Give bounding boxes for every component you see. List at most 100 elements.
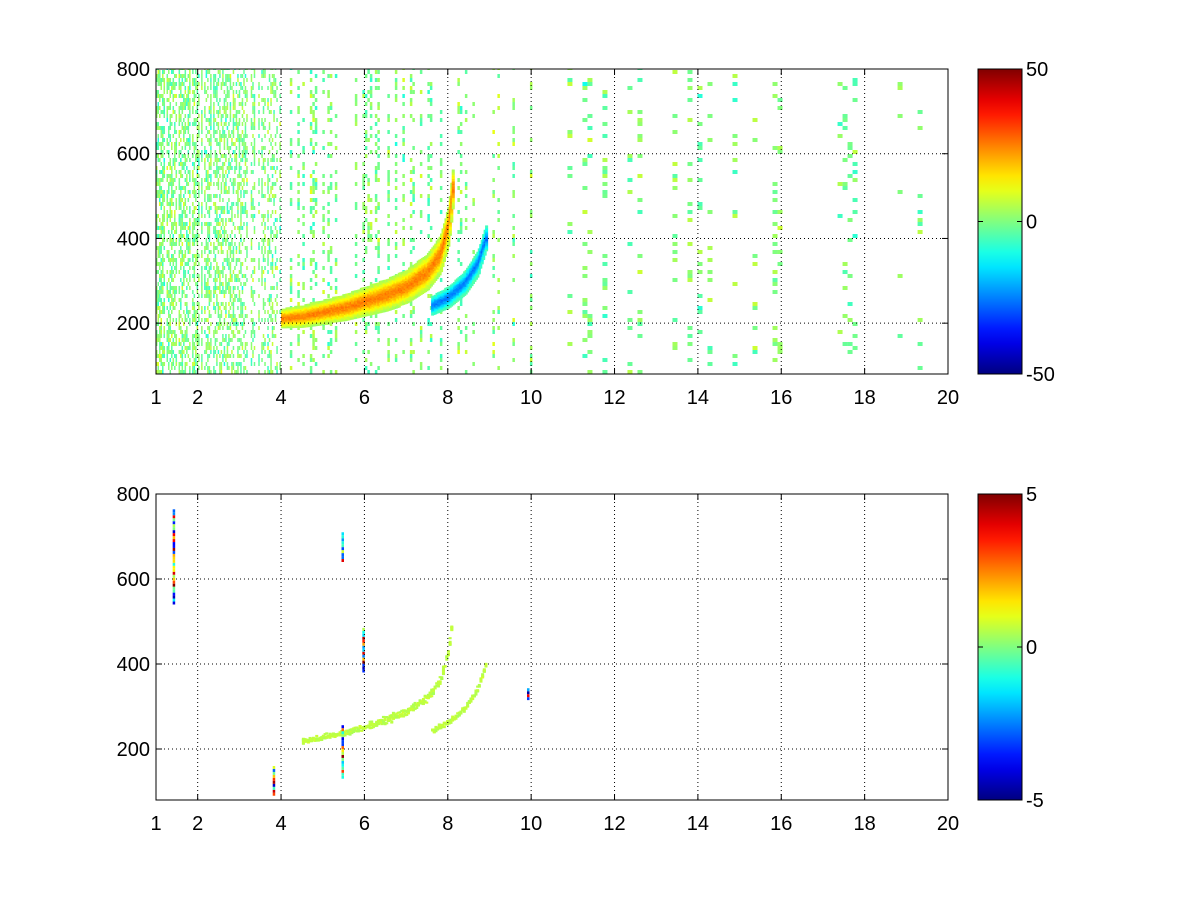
- heatmap-cell: [279, 218, 281, 222]
- heatmap-cell: [529, 174, 533, 178]
- heatmap-cell: [847, 350, 853, 354]
- heatmap-cell: [193, 226, 196, 230]
- heatmap-cell: [240, 202, 242, 206]
- heatmap-cell: [222, 78, 224, 82]
- heatmap-cell: [193, 150, 196, 154]
- heatmap-cell: [250, 310, 253, 314]
- heatmap-cell: [198, 174, 200, 178]
- heatmap-cell: [205, 70, 208, 74]
- heatmap-cell: [672, 178, 678, 182]
- heatmap-cell: [917, 366, 923, 370]
- heatmap-cell: [354, 166, 358, 170]
- heatmap-cell: [192, 366, 194, 370]
- heatmap-cell: [512, 278, 515, 282]
- heatmap-cell: [208, 162, 211, 166]
- heatmap-cell: [464, 118, 468, 122]
- heatmap-cell: [439, 342, 443, 346]
- heatmap-cell: [459, 142, 463, 146]
- heatmap-cell: [210, 206, 212, 210]
- heatmap-cell: [231, 206, 233, 210]
- heatmap-cell: [707, 246, 713, 250]
- heatmap-cell: [246, 234, 248, 238]
- heatmap-cell: [192, 234, 194, 238]
- heatmap-cell: [261, 250, 263, 254]
- heatmap-cell: [189, 90, 191, 94]
- heatmap-cell: [159, 82, 161, 86]
- heatmap-cell: [213, 82, 215, 86]
- heatmap-cell: [187, 314, 190, 318]
- heatmap-cell: [234, 334, 236, 338]
- heatmap-cell: [289, 186, 293, 190]
- heatmap-cell: [457, 78, 460, 82]
- heatmap-cell: [210, 322, 212, 326]
- heatmap-cell: [253, 154, 256, 158]
- heatmap-cell: [354, 162, 358, 166]
- heatmap-cell: [180, 102, 182, 106]
- heatmap-cell: [409, 350, 413, 354]
- heatmap-cell: [229, 254, 232, 258]
- heatmap-cell: [222, 210, 224, 214]
- heatmap-cell: [171, 210, 173, 214]
- heatmap-cell: [267, 298, 269, 302]
- heatmap-cell: [364, 94, 368, 98]
- heatmap-cell: [169, 290, 172, 294]
- heatmap-cell: [369, 86, 373, 90]
- heatmap-cell: [261, 350, 263, 354]
- heatmap-cell: [243, 150, 245, 154]
- heatmap-cell: [707, 114, 713, 118]
- heatmap-cell: [219, 134, 221, 138]
- heatmap-cell: [238, 102, 241, 106]
- heatmap-cell: [220, 242, 223, 246]
- heatmap-cell: [377, 70, 380, 74]
- heatmap-cell: [374, 134, 378, 138]
- heatmap-cell: [322, 290, 325, 294]
- heatmap-cell: [279, 110, 281, 114]
- heatmap-cell: [402, 242, 405, 246]
- heatmap-cell: [244, 74, 247, 78]
- heatmap-cell: [163, 126, 166, 130]
- heatmap-cell: [175, 290, 178, 294]
- heatmap-cell: [270, 230, 272, 234]
- heatmap-cell: [214, 154, 217, 158]
- heatmap-cell: [387, 254, 390, 258]
- heatmap-cell: [213, 354, 215, 358]
- heatmap-cell: [160, 298, 163, 302]
- heatmap-cell: [271, 158, 274, 162]
- heatmap-cell: [238, 338, 241, 342]
- heatmap-cell: [169, 258, 172, 262]
- heatmap-cell: [172, 286, 175, 290]
- heatmap-cell: [279, 230, 281, 234]
- heatmap-cell: [213, 102, 215, 106]
- heatmap-cell: [314, 282, 318, 286]
- heatmap-cell: [220, 122, 223, 126]
- heatmap-cell: [273, 234, 275, 238]
- heatmap-cell: [637, 78, 643, 82]
- heatmap-cell: [217, 310, 220, 314]
- heatmap-cell: [427, 202, 430, 206]
- heatmap-cell: [231, 330, 233, 334]
- heatmap-cell: [223, 186, 226, 190]
- heatmap-cell: [235, 118, 238, 122]
- heatmap-cell: [178, 142, 181, 146]
- heatmap-cell: [193, 78, 196, 82]
- heatmap-cell: [302, 174, 305, 178]
- heatmap-cell: [587, 314, 593, 318]
- heatmap-cell: [276, 346, 278, 350]
- heatmap-cell: [189, 142, 191, 146]
- heatmap-cell: [189, 242, 191, 246]
- heatmap-cell: [208, 182, 211, 186]
- heatmap-cell: [297, 138, 300, 142]
- heatmap-cell: [156, 246, 158, 250]
- heatmap-cell: [174, 150, 176, 154]
- heatmap-cell: [512, 214, 515, 218]
- heatmap-cell: [195, 282, 197, 286]
- heatmap-cell: [166, 334, 169, 338]
- heatmap-cell: [232, 258, 235, 262]
- heatmap-cell: [159, 262, 161, 266]
- heatmap-cell: [264, 370, 266, 374]
- heatmap-cell: [402, 174, 405, 178]
- heatmap-cell: [192, 142, 194, 146]
- heatmap-cell: [262, 254, 265, 258]
- heatmap-cell: [261, 146, 263, 150]
- heatmap-cell: [309, 258, 313, 262]
